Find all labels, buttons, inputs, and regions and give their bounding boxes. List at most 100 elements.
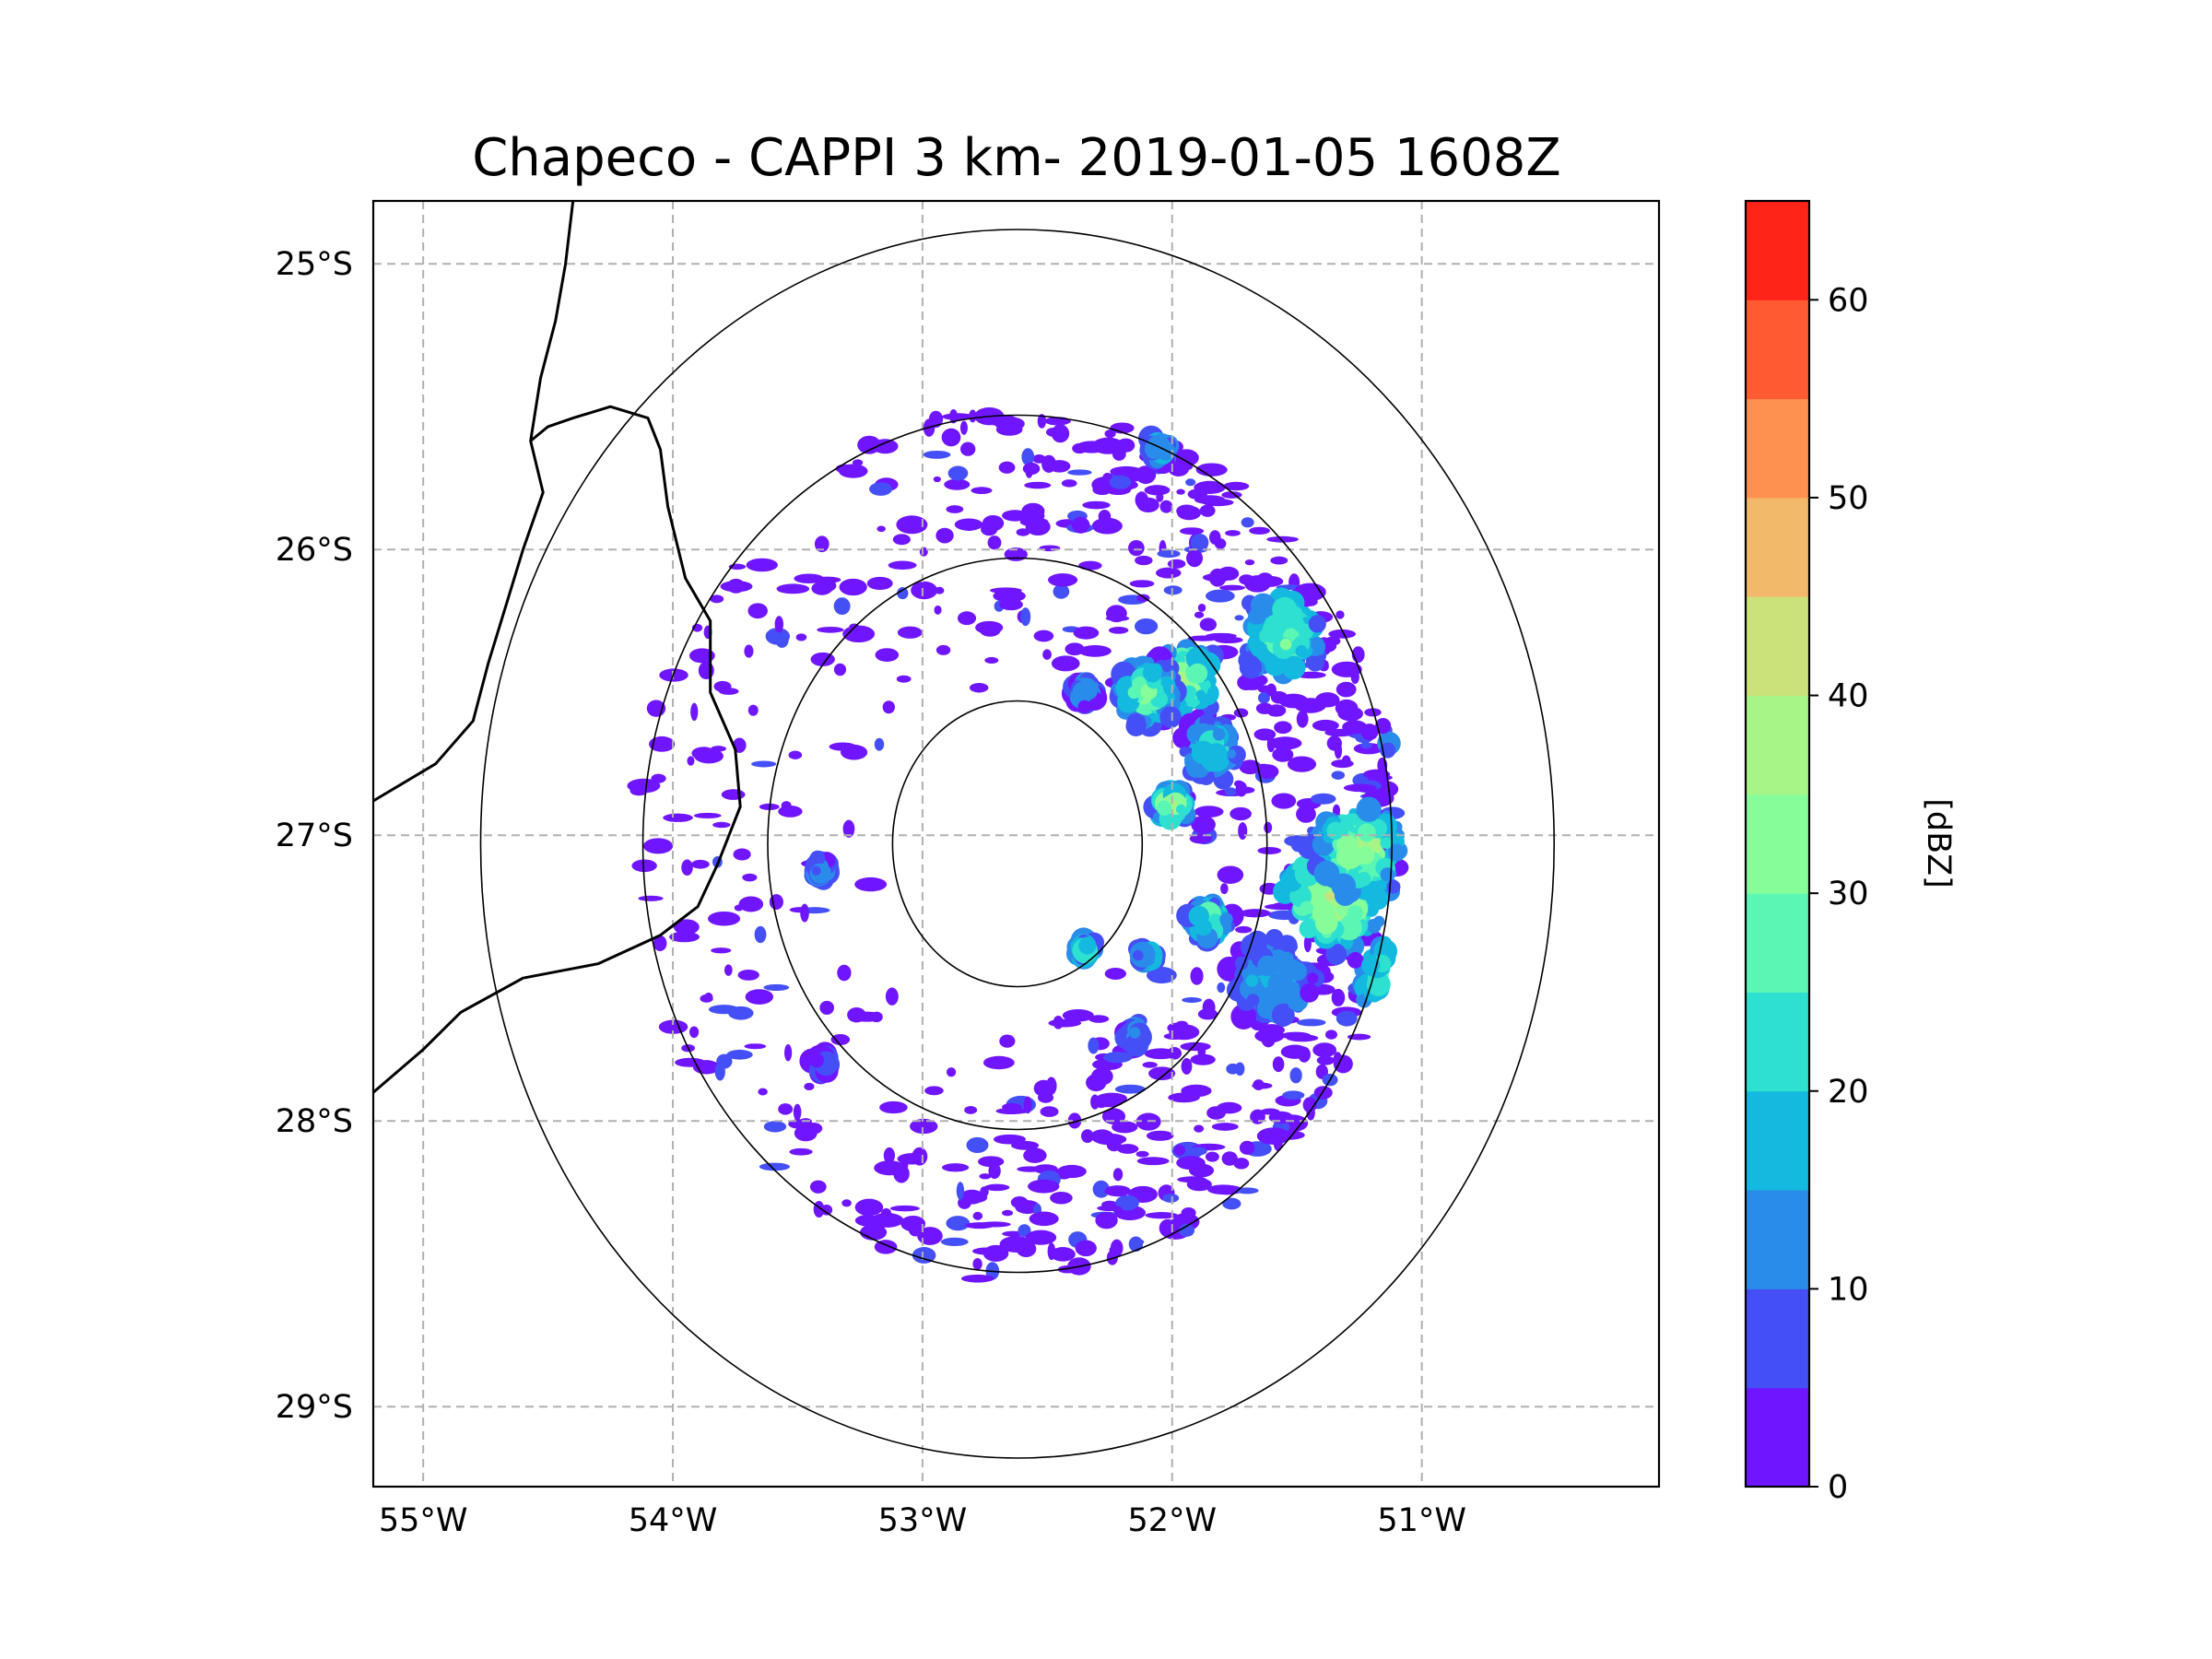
echo-cell-pixel: [1143, 663, 1162, 683]
echo-speck: [874, 737, 885, 751]
echo-speck: [1335, 610, 1345, 619]
echo-speck: [1194, 611, 1205, 618]
echo-speck: [874, 1240, 898, 1254]
echo-speck: [960, 441, 976, 456]
echo-speck: [734, 904, 744, 912]
echo-speck: [1218, 566, 1240, 581]
echo-speck: [1136, 497, 1159, 512]
echo-speck: [923, 450, 951, 459]
echo-speck: [1042, 649, 1052, 660]
echo-speck: [1135, 618, 1159, 635]
echo-speck: [818, 579, 837, 592]
echo-cell-pixel: [1161, 662, 1172, 673]
echo-speck: [1296, 710, 1309, 728]
echo-cell-pixel: [1078, 936, 1097, 955]
echo-speck: [1142, 1061, 1158, 1068]
echo-speck: [866, 576, 893, 591]
echo-speck: [1088, 1015, 1110, 1023]
echo-speck: [1037, 1092, 1054, 1103]
echo-speck: [1190, 534, 1209, 552]
echo-speck: [1206, 1106, 1226, 1120]
echo-speck: [1335, 681, 1357, 698]
echo-speck: [897, 587, 909, 600]
echo-speck: [788, 750, 803, 759]
echo-speck: [1024, 481, 1052, 489]
graticule: [373, 201, 1659, 1487]
echo-cell-pixel: [1300, 982, 1320, 1003]
echo-speck: [708, 911, 741, 926]
echo-speck: [689, 1026, 700, 1039]
echo-speck: [1067, 469, 1092, 476]
echo-cell-pixel: [1279, 638, 1292, 651]
echo-speck: [917, 1227, 943, 1245]
echo-speck: [1186, 1178, 1212, 1192]
echo-speck: [854, 877, 888, 892]
echo-speck: [1091, 517, 1123, 535]
echo-speck: [1360, 724, 1379, 741]
echo-speck: [1023, 1096, 1032, 1114]
echo-cell-pixel: [1212, 727, 1226, 741]
echo-cell-pixel: [1347, 905, 1364, 922]
echo-speck: [1002, 510, 1029, 522]
echo-speck: [944, 478, 971, 490]
echo-speck: [714, 1062, 725, 1081]
echo-speck: [817, 627, 844, 633]
echo-speck: [795, 633, 807, 641]
echo-speck: [984, 656, 999, 664]
echo-speck: [842, 819, 855, 838]
echo-speck: [993, 589, 1026, 603]
echo-cell-pixel: [1386, 879, 1401, 894]
echo-speck: [946, 505, 964, 513]
echo-speck: [776, 583, 810, 594]
echo-speck: [800, 903, 809, 923]
echo-speck: [1257, 691, 1270, 704]
echo-speck: [975, 620, 1004, 634]
echo-speck: [1206, 589, 1235, 603]
colorbar-swatch: [1746, 596, 1809, 697]
echo-speck: [1159, 1218, 1177, 1238]
echo-speck: [1190, 1053, 1216, 1065]
echo-speck: [1061, 479, 1077, 488]
echo-speck: [1272, 1056, 1285, 1073]
echo-speck: [830, 1033, 851, 1046]
echo-speck: [738, 896, 764, 912]
echo-cell-pixel: [1356, 796, 1382, 822]
echo-speck: [874, 1160, 906, 1176]
echo-speck: [892, 534, 911, 546]
echo-speck: [966, 1136, 989, 1153]
echo-cell-pixel: [1200, 747, 1226, 772]
colorbar-ticks: 0 10 20 30 40 50 60: [1809, 282, 1869, 1506]
echo-speck: [1115, 1194, 1139, 1211]
echo-speck: [841, 1199, 852, 1207]
echo-speck: [1053, 1015, 1064, 1030]
colorbar-tick-label: 40: [1828, 678, 1869, 715]
echo-speck: [733, 848, 751, 861]
echo-speck: [998, 461, 1016, 474]
colorbar-swatch: [1746, 300, 1809, 400]
echo-speck: [1129, 580, 1155, 588]
echo-speck: [1145, 1212, 1178, 1219]
echo-speck: [1169, 1024, 1200, 1041]
echo-speck: [1148, 1066, 1176, 1081]
echo-speck: [1312, 719, 1339, 732]
echo-speck: [1235, 781, 1248, 797]
country-borders: [373, 201, 742, 1094]
echo-speck: [1235, 1062, 1245, 1077]
echo-speck: [1235, 925, 1253, 934]
echo-cell-pixel: [811, 865, 821, 876]
echo-speck: [888, 560, 917, 571]
echo-speck: [1316, 1055, 1335, 1065]
echo-speck: [983, 1183, 1010, 1192]
echo-speck: [1112, 1121, 1138, 1134]
echo-speck: [1071, 516, 1090, 534]
colorbar-swatch: [1746, 1090, 1809, 1191]
radar-echo-layer: [627, 406, 1409, 1283]
echo-speck: [912, 1147, 928, 1166]
echo-speck: [747, 704, 759, 716]
echo-speck: [1125, 470, 1142, 482]
echo-speck: [882, 700, 895, 714]
echo-speck: [1022, 462, 1041, 476]
echo-cell-pixel: [1335, 902, 1350, 917]
echo-speck: [765, 628, 791, 645]
colorbar-frame: [1744, 199, 1811, 1488]
